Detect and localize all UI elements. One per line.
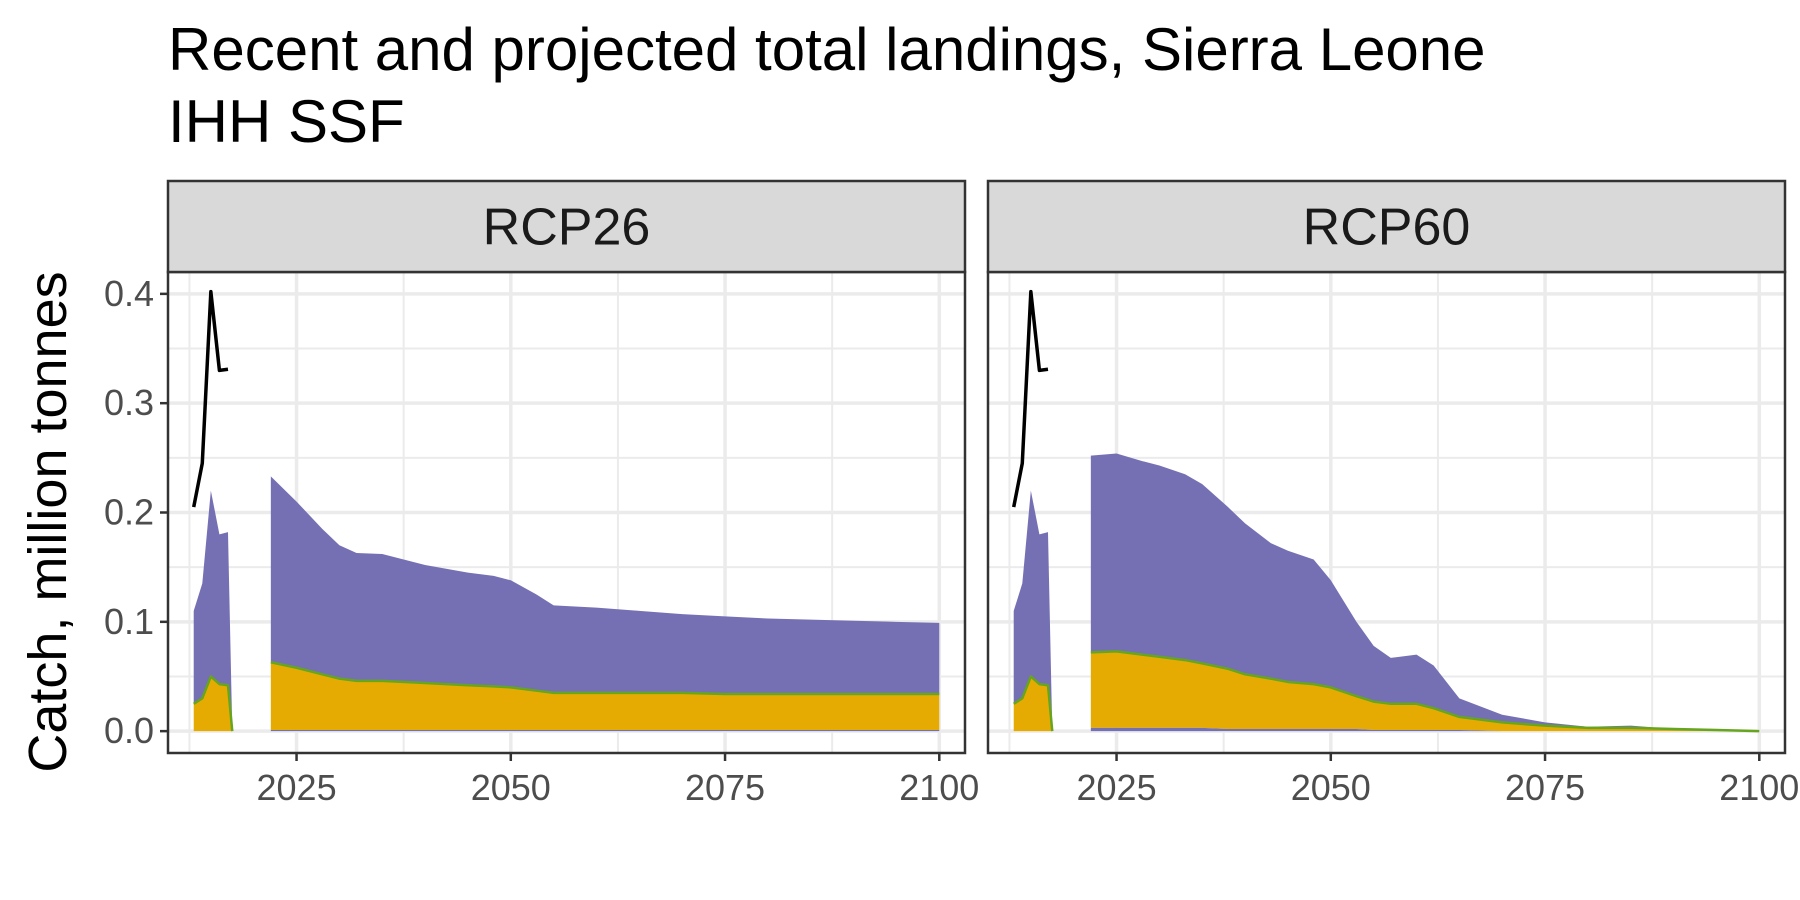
x-tick-label: 2050 [471, 767, 551, 808]
observed-catch-line [1011, 289, 1049, 508]
projection-area-upper [1090, 453, 1760, 732]
x-tick-label: 2100 [1719, 767, 1799, 808]
x-tick-label: 2100 [899, 767, 979, 808]
recent-boundary-line [1013, 675, 1054, 732]
y-tick-label: 0.0 [104, 710, 154, 751]
y-tick-label: 0.4 [104, 273, 154, 314]
projection-area-bottom [1090, 727, 1760, 732]
facet-panel-rcp60: RCP60 2025 2050 2075 2100 [986, 179, 1799, 808]
x-tick-label: 2025 [257, 767, 337, 808]
y-tick-label: 0.3 [104, 382, 154, 423]
observed-catch-line [191, 289, 229, 508]
projection-boundary-line [270, 661, 940, 696]
recent-area-upper [193, 490, 233, 732]
y-tick-label: 0.2 [104, 492, 154, 533]
projection-area-upper [270, 476, 940, 694]
recent-area-upper [1013, 490, 1053, 732]
facet-strip [986, 179, 1787, 274]
facet-panel-rcp26: RCP26 2025 2050 2075 2100 0.0 0.1 0.2 0.3 0.4 [104, 179, 979, 808]
facet-strip-label: RCP26 [483, 199, 651, 257]
projection-area-middle [270, 662, 940, 731]
x-tick-label: 2075 [1505, 767, 1585, 808]
projection-area-middle [1090, 651, 1760, 732]
facet-strip-label: RCP60 [1303, 199, 1471, 257]
x-tick-label: 2050 [1291, 767, 1371, 808]
y-axis-label: Catch, million tonnes [18, 271, 78, 772]
chart-title-line1: Recent and projected total landings, Sie… [168, 16, 1486, 83]
projection-area-bottom [270, 730, 940, 732]
facet-panels: RCP26 2025 2050 2075 2100 0.0 0.1 0.2 0.3 0.4 RCP6… [104, 179, 1799, 808]
chart-title-line2: IHH SSF [168, 88, 405, 155]
recent-area-middle [193, 676, 233, 732]
x-tick-label: 2075 [685, 767, 765, 808]
y-tick-label: 0.1 [104, 601, 154, 642]
recent-area-middle [1013, 676, 1053, 732]
projection-boundary-line [1090, 650, 1760, 733]
facet-strip [166, 179, 967, 274]
x-tick-label: 2025 [1077, 767, 1157, 808]
recent-boundary-line [193, 675, 234, 732]
